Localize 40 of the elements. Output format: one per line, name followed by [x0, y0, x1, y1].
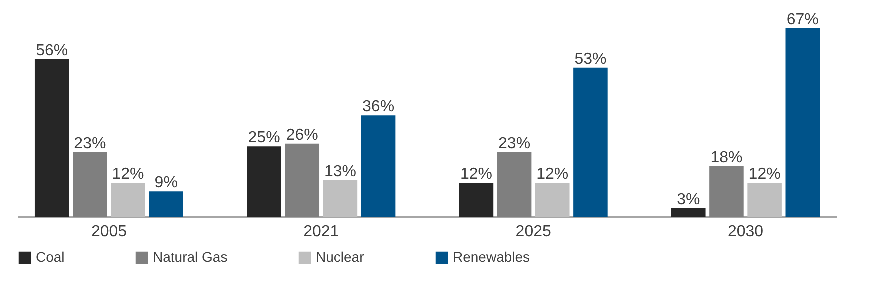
x-tick-label: 2025: [516, 224, 552, 240]
bar: [285, 144, 320, 217]
bar: [786, 28, 820, 217]
legend-label: Nuclear: [316, 249, 365, 265]
bar: [748, 183, 782, 217]
data-label: 12%: [460, 166, 492, 184]
data-label: 56%: [36, 42, 68, 60]
data-label: 18%: [710, 149, 743, 166]
bar: [149, 192, 184, 217]
legend-label: Natural Gas: [153, 249, 228, 265]
bar: [459, 183, 494, 217]
bar: [574, 68, 608, 217]
data-label: 36%: [362, 98, 395, 116]
data-label: 12%: [112, 166, 144, 184]
legend-label: Renewables: [453, 249, 530, 265]
data-label: 3%: [677, 192, 700, 209]
bar: [535, 183, 570, 217]
x-tick-label: 2005: [91, 224, 128, 240]
data-label: 67%: [786, 11, 819, 28]
bar: [497, 152, 532, 217]
data-label: 23%: [498, 135, 531, 152]
x-tick-label: 2030: [728, 224, 764, 240]
data-label: 23%: [74, 135, 106, 152]
bar: [34, 59, 70, 217]
x-tick-label: 2021: [304, 224, 340, 240]
bar: [323, 180, 358, 217]
data-label: 25%: [248, 130, 280, 147]
bar: [111, 183, 146, 217]
data-label: 12%: [536, 166, 569, 184]
bar: [710, 166, 744, 217]
bar: [361, 116, 396, 217]
bar: [672, 208, 706, 217]
data-label: 12%: [748, 166, 781, 184]
data-label: 13%: [324, 163, 356, 180]
data-label: 53%: [574, 50, 607, 68]
bar: [247, 146, 282, 217]
data-label: 26%: [286, 126, 318, 144]
data-label: 9%: [154, 174, 178, 192]
bar: [73, 152, 108, 217]
legend-label: Coal: [36, 249, 65, 265]
